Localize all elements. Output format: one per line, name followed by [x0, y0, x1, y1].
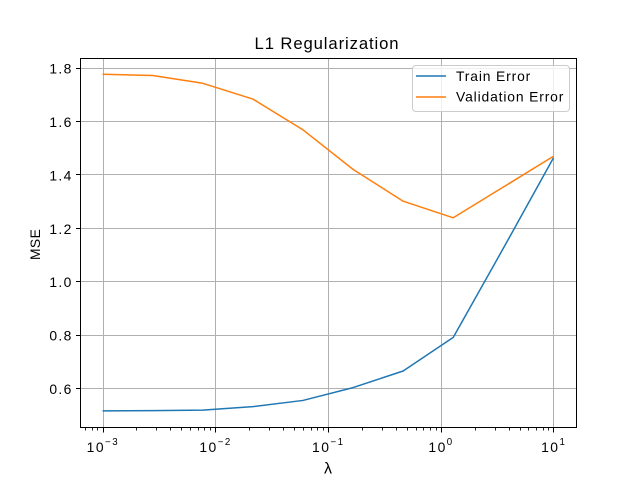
svg-text:101: 101	[541, 437, 566, 455]
svg-text:MSE: MSE	[27, 229, 43, 260]
svg-text:Train Error: Train Error	[456, 68, 531, 84]
svg-text:1.0: 1.0	[49, 274, 72, 290]
svg-text:Validation Error: Validation Error	[456, 89, 564, 105]
svg-text:L1 Regularization: L1 Regularization	[255, 34, 400, 53]
svg-text:0.6: 0.6	[49, 381, 72, 397]
svg-text:1.8: 1.8	[49, 60, 72, 76]
svg-text:1.2: 1.2	[49, 221, 72, 237]
svg-text:λ: λ	[324, 460, 332, 477]
svg-text:100: 100	[428, 437, 453, 455]
svg-text:1.4: 1.4	[49, 167, 72, 183]
svg-text:0.8: 0.8	[49, 328, 72, 344]
svg-text:1.6: 1.6	[49, 114, 72, 130]
